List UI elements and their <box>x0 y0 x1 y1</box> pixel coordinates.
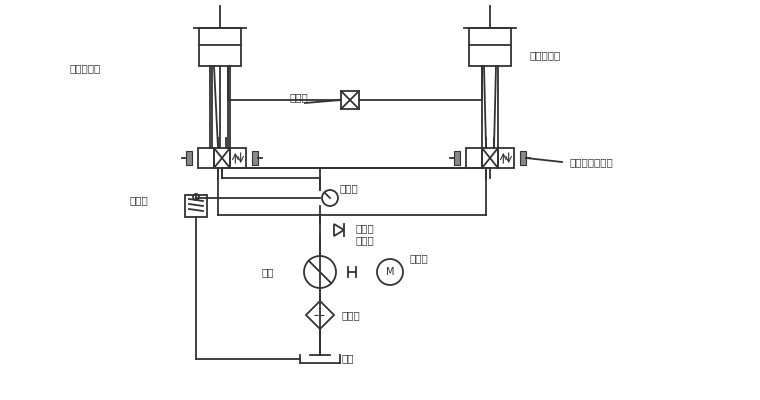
Bar <box>498 148 514 168</box>
Bar <box>199 28 241 66</box>
Bar <box>252 151 258 165</box>
Bar <box>214 148 230 168</box>
Text: M: M <box>386 267 394 277</box>
Text: 电动机: 电动机 <box>410 253 429 263</box>
Text: 油泵: 油泵 <box>262 267 274 277</box>
Text: 联轴器: 联轴器 <box>355 235 374 245</box>
Bar <box>482 148 498 168</box>
Bar <box>230 148 246 168</box>
Text: 油箱: 油箱 <box>342 353 354 363</box>
Text: 压力表: 压力表 <box>340 183 359 193</box>
Text: 第一液压缸: 第一液压缸 <box>70 63 101 73</box>
Bar <box>198 148 214 168</box>
Bar <box>185 195 207 217</box>
Text: 溢流阀: 溢流阀 <box>130 195 149 205</box>
Text: 调速阀: 调速阀 <box>290 92 309 102</box>
Text: 三位四通电磁阀: 三位四通电磁阀 <box>570 157 614 167</box>
Bar <box>341 91 359 109</box>
Bar <box>454 151 460 165</box>
Text: 滤油器: 滤油器 <box>342 310 361 320</box>
Text: 第二液压缸: 第二液压缸 <box>530 50 561 60</box>
Bar <box>186 151 192 165</box>
Text: 单向阀: 单向阀 <box>355 223 374 233</box>
Bar <box>469 28 511 66</box>
Bar <box>520 151 526 165</box>
Bar <box>466 148 482 168</box>
